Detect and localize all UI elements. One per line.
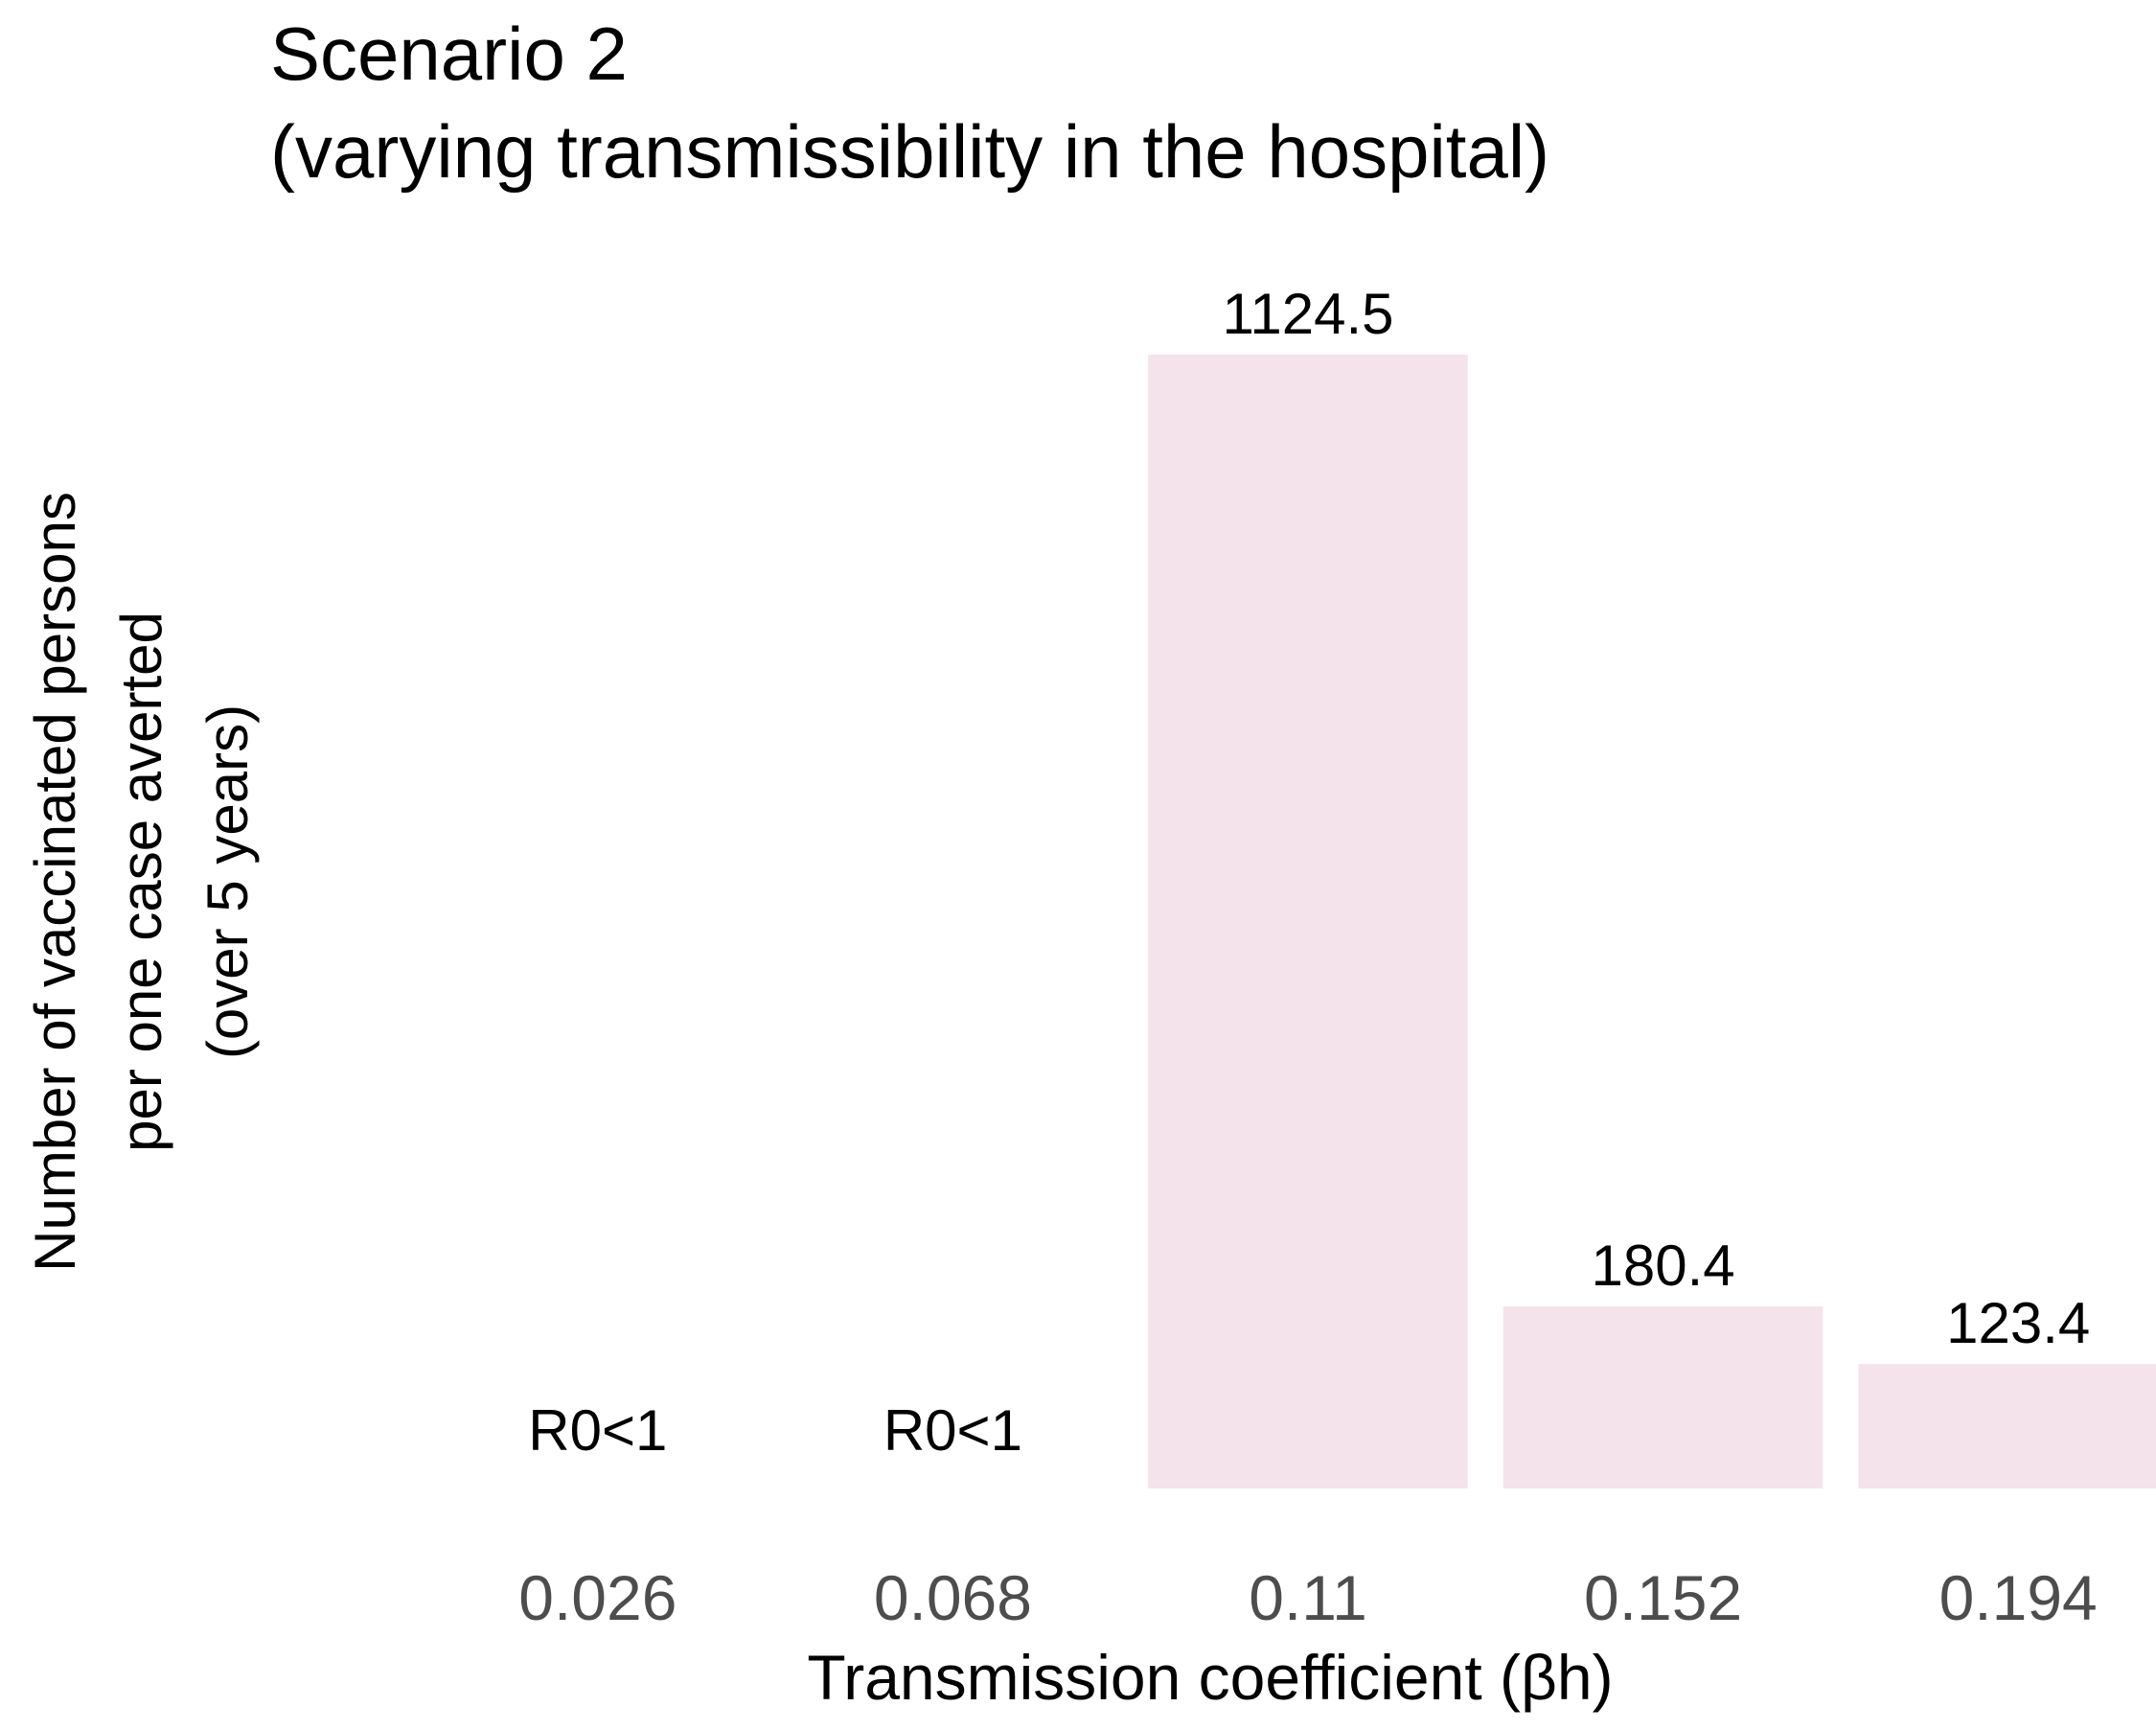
x-tick-0.026: 0.026 xyxy=(518,1562,677,1633)
x-tick-0.068: 0.068 xyxy=(874,1562,1032,1633)
y-axis-label-line-1: Number of vaccinated persons xyxy=(23,492,87,1272)
chart-title: Scenario 2 xyxy=(270,12,628,96)
x-tick-0.152: 0.152 xyxy=(1584,1562,1742,1633)
x-tick-0.11: 0.11 xyxy=(1249,1562,1367,1633)
bar-0.152 xyxy=(1502,1306,1823,1488)
data-label-0.152: 180.4 xyxy=(1592,1234,1735,1298)
y-axis-label: Number of vaccinated persons per one cas… xyxy=(23,492,260,1272)
data-label-0.068: R0<1 xyxy=(883,1398,1022,1463)
y-axis-label-line-2: per one case averted xyxy=(109,611,173,1152)
bars xyxy=(1148,355,2156,1488)
chart-title-group: Scenario 2 (varying transmissibility in … xyxy=(270,12,1549,194)
data-labels: R0<1 R0<1 1124.5 180.4 123.4 xyxy=(528,282,2090,1463)
x-axis-label: Transmission coefficient (βh) xyxy=(807,1642,1613,1713)
x-tick-labels: 0.026 0.068 0.11 0.152 0.194 xyxy=(518,1562,2098,1633)
y-axis-label-line-3: (over 5 years) xyxy=(195,704,260,1059)
bar-0.11 xyxy=(1148,355,1468,1488)
bar-0.194 xyxy=(1858,1364,2156,1488)
data-label-0.194: 123.4 xyxy=(1946,1291,2090,1355)
x-tick-0.194: 0.194 xyxy=(1939,1562,2098,1633)
data-label-0.026: R0<1 xyxy=(528,1398,667,1463)
chart-subtitle: (varying transmissibility in the hospita… xyxy=(270,109,1549,194)
data-label-0.11: 1124.5 xyxy=(1222,282,1393,346)
